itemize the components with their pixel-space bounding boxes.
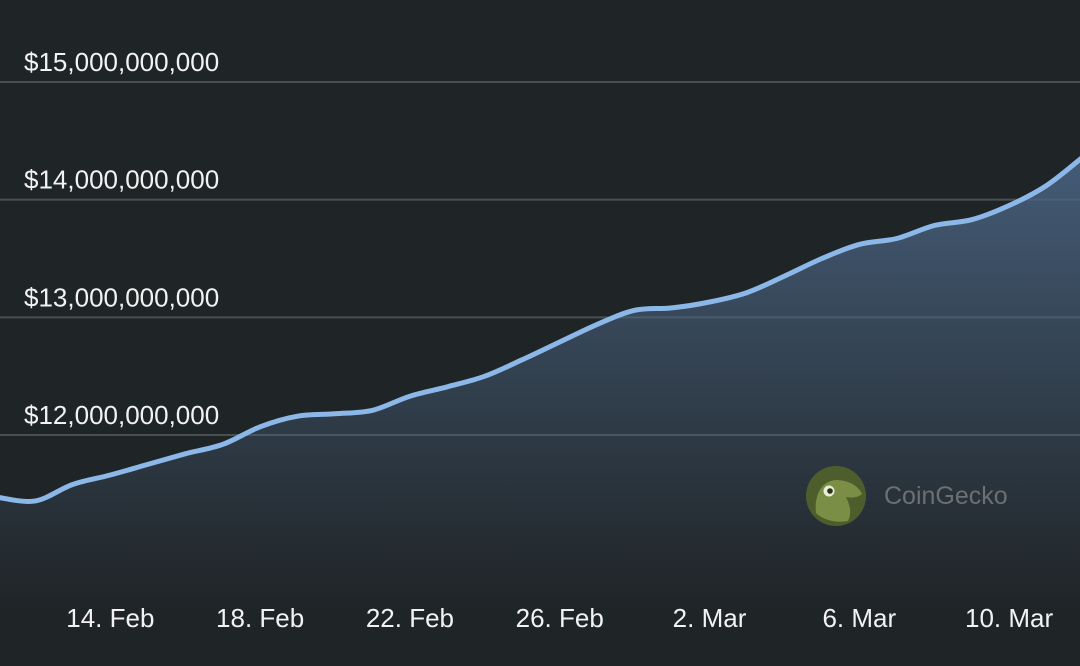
x-tick-label: 6. Mar [822,603,896,633]
x-tick-label: 10. Mar [965,603,1053,633]
y-axis-labels: $12,000,000,000 $13,000,000,000 $14,000,00… [24,47,219,430]
y-tick-label: $14,000,000,000 [24,165,219,195]
watermark: CoinGecko [806,466,1008,526]
x-tick-label: 22. Feb [366,603,454,633]
x-tick-label: 18. Feb [216,603,304,633]
watermark-text: CoinGecko [884,482,1008,510]
x-tick-label: 26. Feb [516,603,604,633]
y-tick-label: $12,000,000,000 [24,400,219,430]
area-fill [0,159,1080,612]
x-tick-label: 2. Mar [673,603,747,633]
series-line [0,156,1080,504]
series-area [0,159,1080,612]
series-path [0,156,1080,504]
x-tick-label: 14. Feb [66,603,154,633]
y-tick-label: $15,000,000,000 [24,47,219,77]
x-axis-labels: 14. Feb 18. Feb 22. Feb 26. Feb 2. Mar 6. Mar… [66,603,1053,633]
gecko-logo-icon [806,466,866,526]
y-tick-label: $13,000,000,000 [24,282,219,312]
